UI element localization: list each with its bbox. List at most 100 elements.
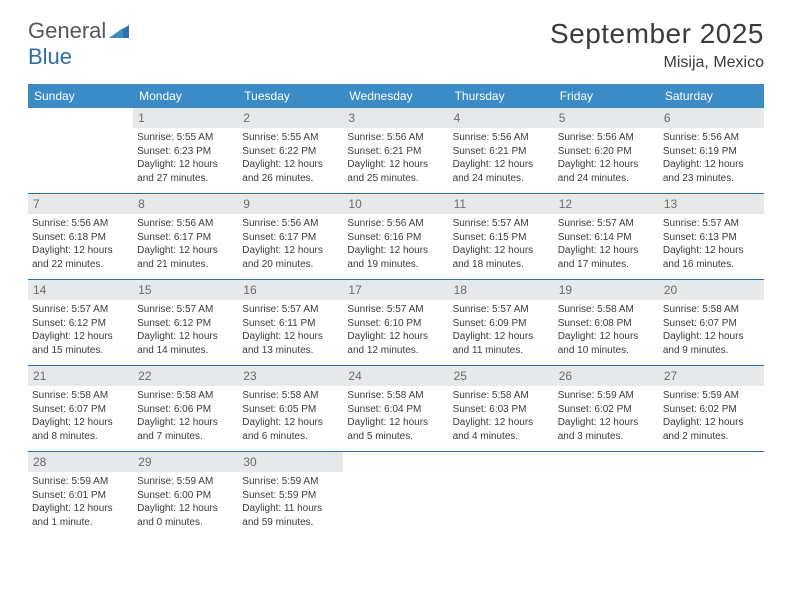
brand-text: GeneralBlue <box>28 18 129 70</box>
day-info-line: Daylight: 12 hours <box>347 158 444 172</box>
day-info-line: and 2 minutes. <box>663 430 760 444</box>
day-info: Sunrise: 5:56 AMSunset: 6:19 PMDaylight:… <box>663 131 760 185</box>
day-cell: 25 Sunrise: 5:58 AMSunset: 6:03 PMDayligh… <box>449 366 554 451</box>
day-info-line: Sunset: 6:09 PM <box>453 317 550 331</box>
day-info-line: and 16 minutes. <box>663 258 760 272</box>
day-info-line: Sunrise: 5:59 AM <box>137 475 234 489</box>
day-info-line: and 14 minutes. <box>137 344 234 358</box>
day-info-line: and 4 minutes. <box>453 430 550 444</box>
day-info-line: and 13 minutes. <box>242 344 339 358</box>
day-info-line: and 23 minutes. <box>663 172 760 186</box>
day-info-line: Daylight: 12 hours <box>137 416 234 430</box>
day-info-line: Sunset: 5:59 PM <box>242 489 339 503</box>
day-info-line: Daylight: 12 hours <box>137 502 234 516</box>
day-number: 25 <box>449 366 554 386</box>
day-info-line: and 9 minutes. <box>663 344 760 358</box>
day-info-line: and 19 minutes. <box>347 258 444 272</box>
day-info-line: Sunset: 6:08 PM <box>558 317 655 331</box>
day-info: Sunrise: 5:56 AMSunset: 6:16 PMDaylight:… <box>347 217 444 271</box>
day-cell: 28Sunrise: 5:59 AMSunset: 6:01 PMDayligh… <box>28 452 133 537</box>
day-info-line: Daylight: 12 hours <box>242 416 339 430</box>
day-number: 9 <box>238 194 343 214</box>
calendar-grid: Sunday Monday Tuesday Wednesday Thursday… <box>28 84 764 537</box>
day-info: Sunrise: 5:57 AMSunset: 6:15 PMDaylight:… <box>453 217 550 271</box>
day-info-line: Sunrise: 5:58 AM <box>32 389 129 403</box>
day-number: 22 <box>133 366 238 386</box>
day-info-line: Daylight: 12 hours <box>242 330 339 344</box>
day-cell <box>28 108 133 193</box>
day-info-line: Sunset: 6:14 PM <box>558 231 655 245</box>
day-info-line: and 20 minutes. <box>242 258 339 272</box>
day-info: Sunrise: 5:58 AMSunset: 6:07 PMDaylight:… <box>663 303 760 357</box>
day-info-line: Sunrise: 5:57 AM <box>347 303 444 317</box>
day-number: 10 <box>343 194 448 214</box>
day-info: Sunrise: 5:57 AMSunset: 6:14 PMDaylight:… <box>558 217 655 271</box>
day-info-line: and 1 minute. <box>32 516 129 530</box>
day-number: 21 <box>28 366 133 386</box>
day-info-line: Sunrise: 5:58 AM <box>558 303 655 317</box>
day-info-line: Sunrise: 5:59 AM <box>663 389 760 403</box>
day-info-line: Daylight: 12 hours <box>453 244 550 258</box>
day-info: Sunrise: 5:58 AMSunset: 6:03 PMDaylight:… <box>453 389 550 443</box>
month-title: September 2025 <box>550 18 764 50</box>
day-info: Sunrise: 5:58 AMSunset: 6:08 PMDaylight:… <box>558 303 655 357</box>
day-info: Sunrise: 5:56 AMSunset: 6:21 PMDaylight:… <box>347 131 444 185</box>
day-info: Sunrise: 5:59 AMSunset: 6:02 PMDaylight:… <box>558 389 655 443</box>
day-info-line: Daylight: 12 hours <box>347 330 444 344</box>
day-info-line: Sunrise: 5:55 AM <box>137 131 234 145</box>
day-info-line: and 15 minutes. <box>32 344 129 358</box>
day-number: 19 <box>554 280 659 300</box>
day-info: Sunrise: 5:57 AMSunset: 6:10 PMDaylight:… <box>347 303 444 357</box>
day-info-line: and 3 minutes. <box>558 430 655 444</box>
day-info-line: and 10 minutes. <box>558 344 655 358</box>
day-info: Sunrise: 5:57 AMSunset: 6:13 PMDaylight:… <box>663 217 760 271</box>
day-number: 26 <box>554 366 659 386</box>
day-info-line: Daylight: 12 hours <box>32 416 129 430</box>
day-cell: 6 Sunrise: 5:56 AMSunset: 6:19 PMDaylight… <box>659 108 764 193</box>
day-info: Sunrise: 5:58 AMSunset: 6:07 PMDaylight:… <box>32 389 129 443</box>
day-info-line: and 24 minutes. <box>558 172 655 186</box>
day-info-line: Sunrise: 5:59 AM <box>558 389 655 403</box>
day-info: Sunrise: 5:59 AMSunset: 5:59 PMDaylight:… <box>242 475 339 529</box>
day-info-line: and 59 minutes. <box>242 516 339 530</box>
day-cell: 20Sunrise: 5:58 AMSunset: 6:07 PMDayligh… <box>659 280 764 365</box>
day-info: Sunrise: 5:59 AMSunset: 6:00 PMDaylight:… <box>137 475 234 529</box>
day-info-line: and 8 minutes. <box>32 430 129 444</box>
day-info-line: Sunrise: 5:57 AM <box>32 303 129 317</box>
day-info-line: Sunset: 6:06 PM <box>137 403 234 417</box>
day-info-line: Sunrise: 5:58 AM <box>137 389 234 403</box>
day-info-line: and 11 minutes. <box>453 344 550 358</box>
day-number: 6 <box>659 108 764 128</box>
location: Misija, Mexico <box>550 54 764 72</box>
day-cell: 23Sunrise: 5:58 AMSunset: 6:05 PMDayligh… <box>238 366 343 451</box>
day-info-line: Sunrise: 5:56 AM <box>347 217 444 231</box>
day-info-line: Sunrise: 5:56 AM <box>663 131 760 145</box>
day-info-line: Sunset: 6:17 PM <box>242 231 339 245</box>
day-number: 4 <box>449 108 554 128</box>
day-cell: 22 Sunrise: 5:58 AMSunset: 6:06 PMDayligh… <box>133 366 238 451</box>
day-cell: 13Sunrise: 5:57 AMSunset: 6:13 PMDayligh… <box>659 194 764 279</box>
day-info-line: Sunrise: 5:57 AM <box>558 217 655 231</box>
brand-part2: Blue <box>28 44 72 69</box>
day-info-line: Sunrise: 5:58 AM <box>242 389 339 403</box>
day-cell: 29Sunrise: 5:59 AMSunset: 6:00 PMDayligh… <box>133 452 238 537</box>
day-info: Sunrise: 5:58 AMSunset: 6:04 PMDaylight:… <box>347 389 444 443</box>
day-info: Sunrise: 5:57 AMSunset: 6:12 PMDaylight:… <box>137 303 234 357</box>
day-info-line: Sunset: 6:02 PM <box>663 403 760 417</box>
day-number: 17 <box>343 280 448 300</box>
day-cell: 2Sunrise: 5:55 AMSunset: 6:22 PMDaylight… <box>238 108 343 193</box>
day-info: Sunrise: 5:56 AMSunset: 6:20 PMDaylight:… <box>558 131 655 185</box>
day-info-line: Sunset: 6:23 PM <box>137 145 234 159</box>
day-info-line: Daylight: 11 hours <box>242 502 339 516</box>
dow-monday: Monday <box>133 84 238 108</box>
day-number: 30 <box>238 452 343 472</box>
day-info-line: Daylight: 12 hours <box>137 244 234 258</box>
logo-triangle-icon <box>109 18 129 43</box>
day-info-line: and 7 minutes. <box>137 430 234 444</box>
day-info-line: Daylight: 12 hours <box>242 244 339 258</box>
week-row: 1Sunrise: 5:55 AMSunset: 6:23 PMDaylight… <box>28 108 764 194</box>
day-cell: 26 Sunrise: 5:59 AMSunset: 6:02 PMDayligh… <box>554 366 659 451</box>
day-info-line: Daylight: 12 hours <box>453 158 550 172</box>
day-info-line: Sunset: 6:19 PM <box>663 145 760 159</box>
day-number: 14 <box>28 280 133 300</box>
